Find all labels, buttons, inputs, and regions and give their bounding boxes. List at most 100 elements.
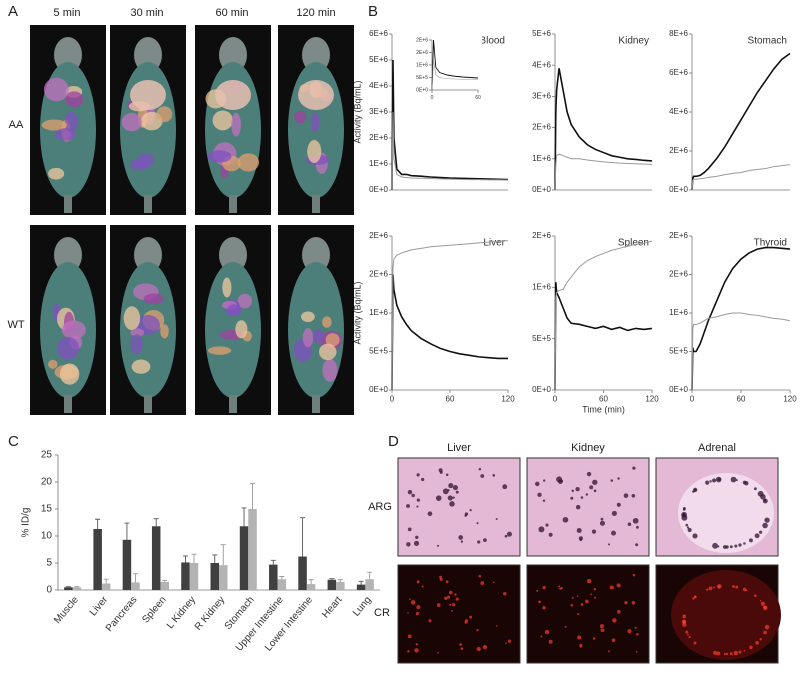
stain	[442, 488, 449, 495]
stain	[580, 496, 584, 499]
body	[54, 37, 82, 73]
stain	[416, 473, 420, 477]
stain	[692, 490, 695, 493]
fluor	[476, 646, 481, 652]
chart-title: Kidney	[618, 36, 649, 47]
stain	[715, 476, 722, 483]
fluor	[536, 589, 539, 592]
x-tick-label: Lung	[351, 595, 374, 619]
error-bar	[153, 518, 159, 527]
stain	[635, 543, 639, 547]
y-tick-label: 2E+6	[532, 231, 551, 240]
fluor	[594, 596, 597, 599]
x-tick-label: Spleen	[140, 595, 168, 626]
error-bar	[241, 507, 247, 527]
uptake	[207, 150, 232, 163]
y-axis-label: Activity (Bq/mL)	[352, 281, 362, 344]
error-bar	[95, 518, 101, 529]
stain	[458, 535, 464, 540]
stain	[452, 485, 458, 491]
stain	[537, 492, 542, 497]
stain	[627, 522, 632, 527]
uptake	[301, 311, 315, 323]
stain	[480, 474, 485, 478]
stain	[449, 501, 455, 507]
stain	[682, 507, 686, 511]
y-tick-label: 2E+6	[369, 270, 388, 279]
uptake	[237, 153, 260, 172]
fluor	[507, 639, 512, 643]
fluor	[416, 605, 421, 610]
x-tick-label: 60	[599, 395, 608, 404]
uptake	[156, 106, 173, 123]
fluor	[584, 599, 589, 604]
fluor	[437, 652, 439, 654]
fluor	[749, 645, 753, 650]
bar	[93, 528, 102, 590]
fluor	[436, 603, 441, 607]
bar	[189, 563, 199, 590]
bar	[160, 581, 169, 590]
fluor	[410, 600, 416, 605]
uptake	[43, 77, 69, 102]
x-tick-label: Pancreas	[104, 595, 140, 634]
fluor	[738, 650, 742, 654]
fluor	[685, 630, 689, 634]
uptake	[318, 343, 337, 361]
column-label: Kidney	[571, 442, 605, 454]
error-bar	[124, 522, 130, 540]
uptake	[123, 306, 141, 331]
error-bar	[308, 579, 314, 585]
uptake	[231, 112, 241, 137]
fluor	[592, 637, 596, 640]
bar	[72, 587, 82, 590]
stain	[502, 484, 508, 490]
row-label: ARG	[368, 501, 392, 513]
fluor	[445, 580, 449, 584]
y-tick-label: 5	[46, 558, 52, 569]
x-tick-label: 120	[501, 395, 515, 404]
x-tick-label: 60	[737, 395, 746, 404]
stain	[607, 543, 610, 546]
y-tick-label: 20	[41, 477, 53, 488]
column-label: 60 min	[215, 7, 248, 19]
stain	[709, 480, 712, 483]
bar	[365, 579, 374, 590]
stain	[725, 545, 729, 549]
fluor	[428, 619, 432, 623]
stain	[611, 530, 617, 536]
uptake	[302, 328, 314, 348]
stain	[469, 509, 472, 512]
bar	[131, 582, 140, 590]
bar	[239, 526, 249, 590]
fluor	[759, 599, 762, 602]
column-label: 30 min	[130, 7, 163, 19]
fluor	[421, 585, 424, 588]
stain	[478, 467, 482, 471]
fluor	[599, 624, 604, 629]
stain	[586, 471, 592, 477]
line	[691, 164, 791, 191]
y-tick-label: 2E+6	[669, 270, 688, 279]
fluor	[636, 632, 639, 636]
fluor	[692, 597, 695, 600]
stain	[687, 527, 692, 533]
stain	[575, 486, 580, 492]
inset-background	[416, 36, 482, 100]
y-tick-label: 5E+5	[416, 75, 428, 81]
stain	[729, 545, 733, 549]
fluor	[503, 591, 507, 596]
uptake	[322, 316, 332, 328]
stain	[635, 525, 639, 529]
stain	[693, 488, 697, 492]
stain	[744, 481, 749, 486]
stain	[712, 542, 718, 549]
stain	[579, 538, 583, 542]
stain	[753, 487, 757, 491]
error-bar	[337, 579, 343, 582]
panel-label: B	[368, 3, 378, 20]
stain	[416, 505, 419, 508]
fluor	[763, 630, 767, 635]
line	[691, 246, 791, 391]
uptake	[130, 334, 143, 355]
